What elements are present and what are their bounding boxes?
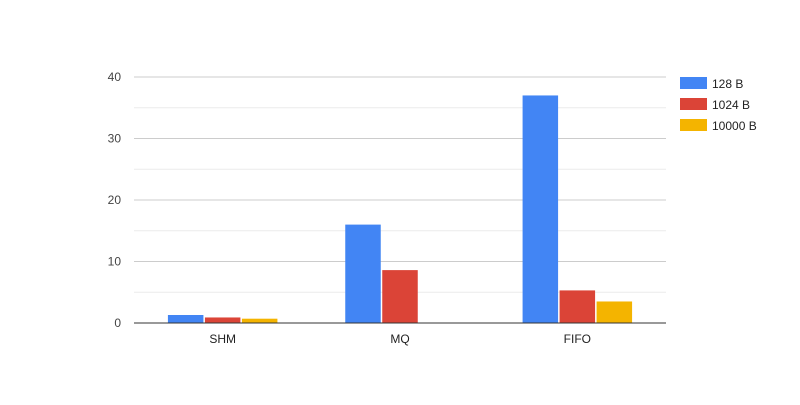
legend-swatch bbox=[680, 77, 707, 89]
x-tick-label: MQ bbox=[390, 332, 409, 346]
legend-label: 1024 B bbox=[712, 98, 750, 112]
legend-label: 10000 B bbox=[712, 119, 757, 133]
legend-swatch bbox=[680, 119, 707, 131]
y-tick-label: 30 bbox=[108, 132, 122, 146]
bar bbox=[241, 318, 278, 323]
legend: 128 B 1024 B 10000 B bbox=[680, 77, 757, 133]
legend-swatch bbox=[680, 98, 707, 110]
bar bbox=[522, 95, 559, 323]
y-tick-label: 20 bbox=[108, 193, 122, 207]
y-tick-label: 0 bbox=[114, 316, 121, 330]
bar bbox=[345, 224, 381, 323]
x-tick-label: FIFO bbox=[564, 332, 591, 346]
bar bbox=[167, 315, 204, 323]
bars bbox=[167, 95, 633, 323]
bar bbox=[382, 270, 418, 323]
bar bbox=[559, 290, 596, 323]
x-axis: SHM MQ FIFO bbox=[134, 322, 666, 346]
bar bbox=[596, 301, 633, 323]
y-tick-label: 40 bbox=[108, 70, 122, 84]
legend-label: 128 B bbox=[712, 77, 743, 91]
y-axis: 0 10 20 30 40 bbox=[108, 70, 122, 330]
bar bbox=[204, 317, 241, 323]
x-tick-label: SHM bbox=[209, 332, 236, 346]
gridlines bbox=[134, 76, 666, 293]
y-tick-label: 10 bbox=[108, 255, 122, 269]
